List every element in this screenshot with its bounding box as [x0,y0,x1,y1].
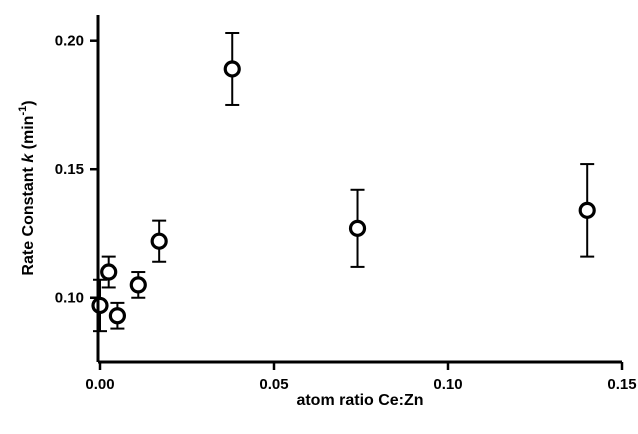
point-marker [150,232,168,250]
x-tick-label: 0.05 [259,376,288,393]
x-tick-label: 0.10 [433,376,462,393]
x-tick-label: 0.00 [85,376,114,393]
point-marker [129,276,147,294]
plot-area [91,31,596,333]
point-marker [91,296,109,315]
data-point [108,301,127,330]
y-axis-title: Rate Constant k (min-1) [17,100,37,275]
data-point [348,188,367,268]
data-point [129,271,147,299]
y-tick-label: 0.10 [55,290,84,307]
y-axis-ticks: 0.10 0.15 0.20 [55,33,98,307]
x-tick-label: 0.15 [607,376,636,393]
data-point [223,31,241,106]
x-axis-title: atom ratio Ce:Zn [296,392,423,409]
point-marker [108,307,127,325]
data-point [150,219,168,263]
y-tick-label: 0.15 [55,161,84,178]
data-point [578,163,596,258]
point-marker [100,263,118,281]
data-point [100,255,118,289]
point-marker [223,60,241,78]
y-tick-label: 0.20 [55,33,84,50]
x-axis-ticks: 0.00 0.05 0.10 0.15 [85,362,637,393]
point-marker [578,201,596,219]
point-marker [348,219,367,237]
